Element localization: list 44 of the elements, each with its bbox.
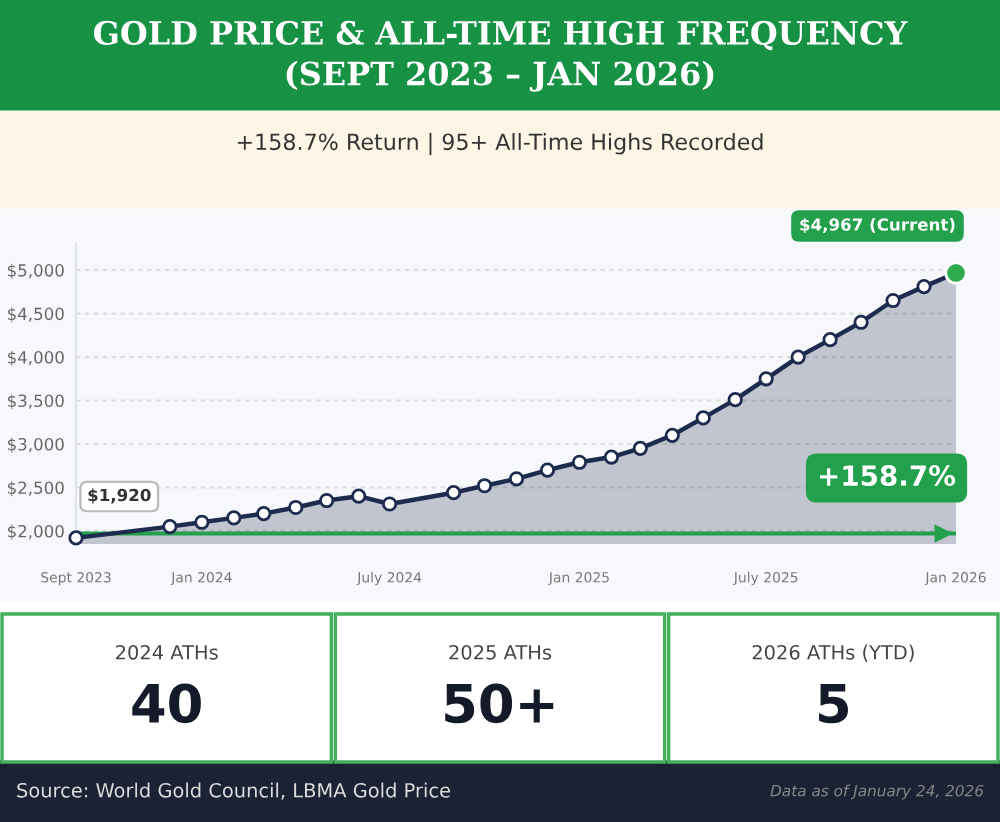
- point: [853, 314, 869, 330]
- point: [603, 449, 620, 465]
- point: [445, 485, 462, 501]
- point: [571, 454, 588, 470]
- y-tick-label: $3,500: [7, 394, 64, 410]
- point: [476, 478, 493, 494]
- text: 2026 ATHs (YTD): [752, 644, 914, 662]
- point: [632, 440, 648, 456]
- y-tick-label: $2,500: [7, 481, 64, 497]
- point: [319, 492, 335, 509]
- point: [916, 279, 932, 295]
- y-tick-label: $5,000: [7, 263, 64, 279]
- point: [162, 519, 178, 535]
- point: [790, 349, 806, 365]
- y-tick-label: $4,500: [7, 307, 64, 323]
- point: [727, 392, 743, 408]
- point: [695, 410, 711, 426]
- annotation: +158.7%: [819, 465, 956, 487]
- point: [382, 496, 398, 512]
- point: [539, 462, 556, 478]
- point: [664, 427, 680, 443]
- text: 40: [132, 683, 201, 724]
- annotation: $4,967 (Current): [800, 217, 955, 234]
- point: [351, 488, 367, 504]
- source-note: Source: World Gold Council, LBMA Gold Price: [17, 782, 450, 800]
- text: 50+: [445, 683, 554, 724]
- chart-subtitle: +158.7% Return | 95+ All-Time Highs Recorded: [237, 132, 763, 156]
- point: [194, 514, 210, 530]
- point: [226, 510, 242, 526]
- text: 2025 ATHs: [449, 644, 552, 660]
- y-tick-label: $2,000: [7, 524, 64, 540]
- point: [256, 505, 272, 522]
- text: 2024 ATHs: [116, 644, 218, 660]
- point: [758, 371, 774, 387]
- annotation: $1,920: [88, 488, 151, 504]
- y-tick-label: $4,000: [7, 350, 64, 366]
- point: [508, 471, 525, 487]
- point: [288, 499, 304, 516]
- chart-title: GOLD PRICE & ALL-TIME HIGH FREQUENCY (SEPT 2023 – JAN 2026): [93, 20, 908, 92]
- point: [68, 530, 84, 546]
- point: [885, 292, 901, 309]
- text: 5: [819, 684, 849, 724]
- point: [822, 332, 838, 348]
- y-tick-label: $3,000: [7, 437, 64, 453]
